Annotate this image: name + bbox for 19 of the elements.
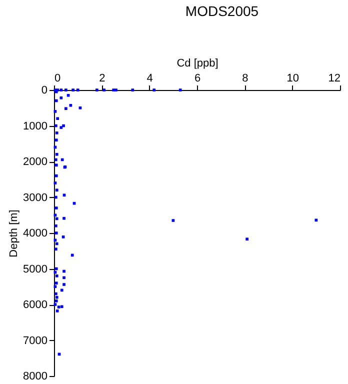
y-axis-title: Depth [m] [8, 210, 20, 258]
chart-title: MODS2005 [185, 3, 259, 19]
y-tick-label: 8000 [23, 370, 48, 382]
y-tick-label: 1000 [23, 120, 48, 132]
y-tick-label: 7000 [23, 334, 48, 347]
x-tick-label: 10 [286, 72, 299, 84]
y-tick-label: 0 [41, 84, 48, 96]
y-tick-label: 2000 [23, 156, 48, 168]
x-tick-label: 0 [54, 72, 61, 84]
x-tick-label: 6 [194, 72, 201, 84]
y-tick-label: 5000 [23, 263, 48, 276]
y-tick-label: 3000 [23, 192, 48, 204]
x-axis-title: Cd [ppb] [176, 58, 218, 70]
x-tick-label: 4 [146, 72, 153, 84]
y-tick-label: 4000 [23, 228, 48, 240]
x-tick-label: 2 [99, 72, 106, 84]
x-tick-label: 8 [242, 72, 248, 84]
x-tick-label: 12 [328, 72, 340, 84]
y-tick-label: 6000 [23, 299, 48, 311]
